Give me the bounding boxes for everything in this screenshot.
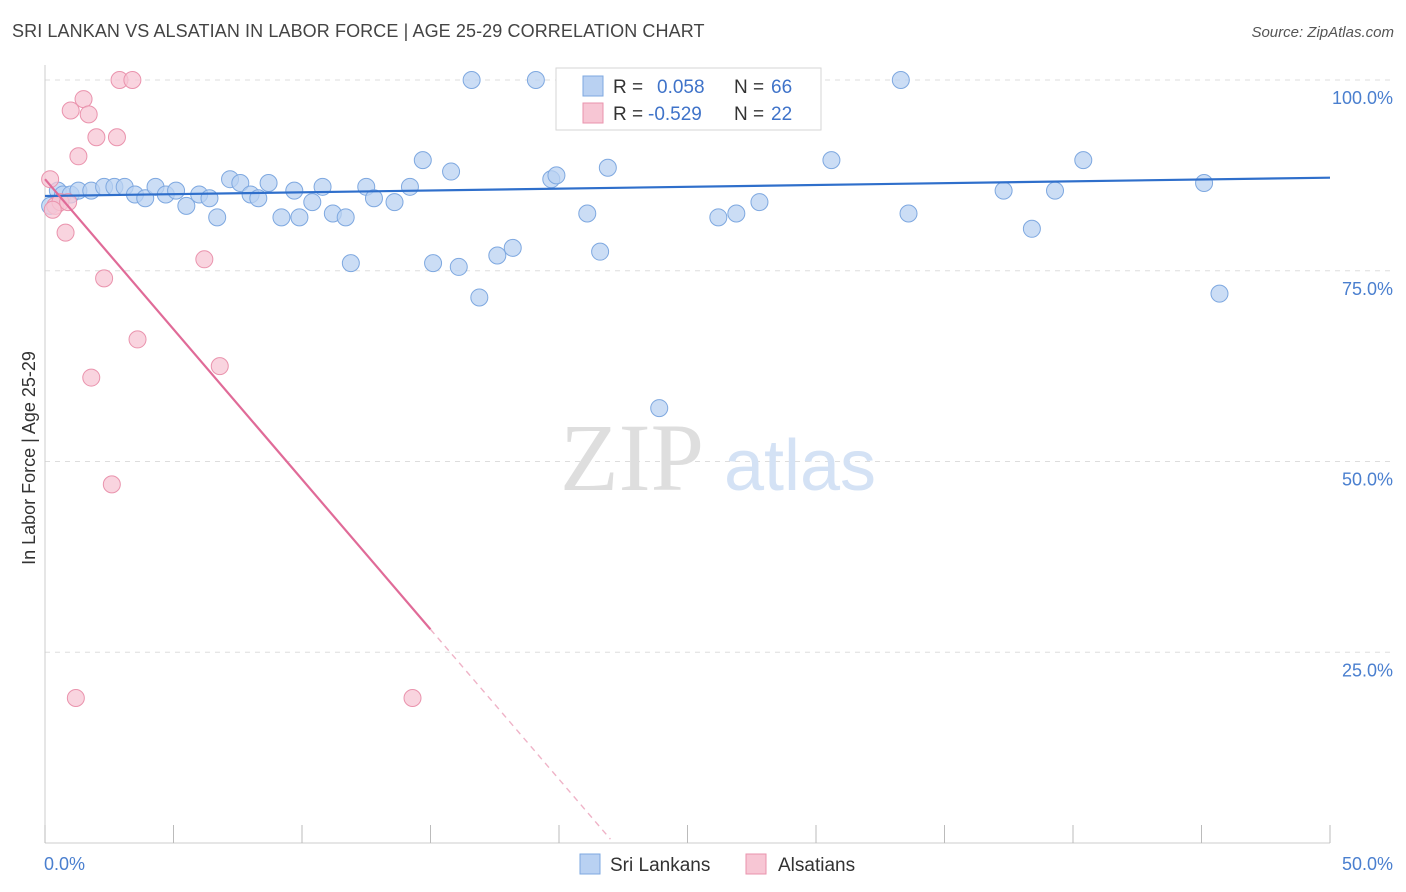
alsatian-point: [41, 170, 60, 189]
alsatian-point: [61, 101, 80, 120]
sri-lankan-point: [650, 399, 669, 418]
alsatian-point: [87, 128, 106, 147]
sri-lankan-point: [1046, 181, 1065, 200]
alsatian-point: [195, 250, 214, 269]
sri-lankan-point: [449, 257, 468, 276]
sri-lankan-point: [272, 208, 291, 227]
stats-r-value-1: 0.058: [657, 77, 705, 98]
axes: [44, 65, 1331, 844]
alsatian-point: [102, 475, 121, 494]
chart-title: SRI LANKAN VS ALSATIAN IN LABOR FORCE | …: [12, 21, 705, 41]
x-tick-label: 50.0%: [1342, 854, 1393, 874]
alsatian-point: [74, 90, 93, 109]
y-tick-label: 75.0%: [1342, 279, 1393, 299]
legend-label-sri-lankans: Sri Lankans: [610, 855, 710, 876]
sri-lankan-point: [750, 193, 769, 212]
sri-lankan-point: [899, 204, 918, 223]
sri-lankan-point: [442, 162, 461, 181]
y-tick-label: 100.0%: [1332, 88, 1393, 108]
sri-lankan-point: [1022, 219, 1041, 238]
sri-lankan-point: [994, 181, 1013, 200]
sri-lankan-point: [285, 181, 304, 200]
tick-labels: 25.0% 50.0% 75.0% 100.0% 0.0% 50.0%: [44, 88, 1393, 874]
alsatian-trend-extension: [429, 628, 611, 840]
sri-lankan-point: [341, 254, 360, 273]
sri-lankan-point: [1210, 284, 1229, 303]
alsatian-point: [43, 200, 62, 219]
alsatian-trend-line: [44, 178, 432, 631]
scatter-points: [41, 71, 1229, 708]
sri-lankan-point: [231, 174, 250, 193]
alsatian-point: [66, 689, 85, 708]
alsatian-point: [107, 128, 126, 147]
watermark: ZIP atlas: [560, 404, 876, 511]
sri-lankan-point: [547, 166, 566, 185]
sri-lankan-point: [336, 208, 355, 227]
alsatian-point: [128, 330, 147, 349]
sri-lankan-point: [1195, 174, 1214, 193]
x-tick-label: 0.0%: [44, 854, 85, 874]
trend-lines: [44, 176, 1331, 840]
sri-lankan-point: [177, 196, 196, 215]
sri-lankan-point: [727, 204, 746, 223]
y-tick-label: 50.0%: [1342, 470, 1393, 490]
alsatian-point: [56, 223, 75, 242]
watermark-atlas: atlas: [724, 426, 876, 506]
alsatian-point: [95, 269, 114, 288]
sri-lankan-point: [591, 242, 610, 261]
sri-lankan-point: [259, 174, 278, 193]
stats-n-label-2: N =: [734, 104, 764, 125]
stats-n-label-1: N =: [734, 77, 764, 98]
sri-lankan-point: [364, 189, 383, 208]
alsatian-point: [82, 368, 101, 387]
legend-swatch-sri-lankans: [579, 853, 601, 875]
legend-swatch-alsatians: [745, 853, 767, 875]
sri-lankan-point: [598, 158, 617, 177]
y-axis-label: In Labor Force | Age 25-29: [19, 351, 39, 565]
sri-lankan-point: [424, 254, 443, 273]
sri-lankan-point: [488, 246, 507, 265]
stats-swatch-sri-lankans: [582, 75, 604, 97]
sri-lankan-trend-line: [44, 176, 1331, 198]
sri-lankan-point: [470, 288, 489, 307]
sri-lankan-point: [891, 71, 910, 89]
stats-box: R = 0.058 N = 66 R = -0.529 N = 22: [555, 67, 822, 131]
watermark-zip: ZIP: [560, 404, 704, 511]
alsatian-point: [69, 147, 88, 166]
y-tick-label: 25.0%: [1342, 660, 1393, 680]
sri-lankan-point: [526, 71, 545, 89]
sri-lankan-point: [462, 71, 481, 89]
sri-lankan-point: [290, 208, 309, 227]
sri-lankan-point: [709, 208, 728, 227]
alsatian-point: [210, 357, 229, 376]
sri-lankan-point: [167, 181, 186, 200]
sri-lankan-point: [1074, 151, 1093, 170]
alsatian-point: [123, 71, 142, 89]
stats-swatch-alsatians: [582, 102, 604, 124]
legend-label-alsatians: Alsatians: [778, 855, 855, 876]
alsatian-point: [59, 193, 78, 212]
sri-lankan-point: [578, 204, 597, 223]
sri-lankan-point: [303, 193, 322, 212]
stats-r-label-2: R =: [613, 104, 643, 125]
stats-n-value-1: 66: [771, 77, 792, 98]
grid: [45, 79, 1392, 653]
stats-r-value-2: -0.529: [648, 104, 702, 125]
sri-lankan-point: [503, 238, 522, 257]
alsatian-point: [79, 105, 98, 124]
sri-lankan-point: [200, 189, 219, 208]
sri-lankan-point: [385, 193, 404, 212]
stats-n-value-2: 22: [771, 104, 792, 125]
sri-lankan-point: [400, 177, 419, 196]
sri-lankan-point: [413, 151, 432, 170]
sri-lankan-point: [208, 208, 227, 227]
sri-lankan-point: [822, 151, 841, 170]
stats-r-label-1: R =: [613, 77, 643, 98]
alsatian-point: [403, 689, 422, 708]
source-label: Source: ZipAtlas.com: [1251, 24, 1394, 41]
legend: Sri Lankans Alsatians: [579, 853, 855, 876]
